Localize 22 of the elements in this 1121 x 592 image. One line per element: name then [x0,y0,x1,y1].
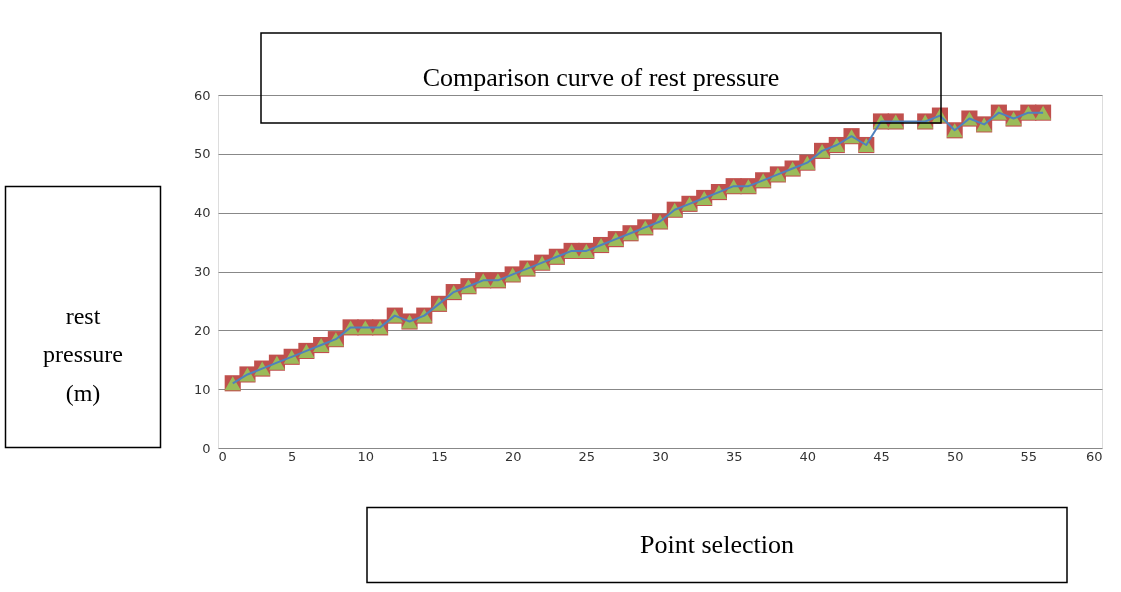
y-tick-label: 20 [193,322,211,338]
x-tick-label: 15 [431,448,448,464]
x-tick-label: 30 [652,448,669,464]
y-tick-label: 10 [193,381,211,397]
x-tick-label: 60 [1085,448,1103,464]
x-tick-label: 0 [218,448,227,464]
x-tick-label: 5 [288,448,297,464]
x-tick-label: 50 [946,448,964,464]
y-tick-label: 50 [193,146,211,162]
y-tick-label: 40 [193,205,211,221]
x-tick-label: 40 [799,448,817,464]
x-tick-label: 45 [873,448,890,464]
y-axis-title: rest pressure (m) [43,303,123,406]
y-tick-label: 30 [193,264,211,279]
x-tick-label: 55 [1020,448,1038,464]
chart-title: Comparison curve of rest pressure [422,63,780,92]
x-tick-label: 20 [504,448,522,464]
y-tick-label: 60 [193,87,211,103]
x-tick-label: 10 [357,448,375,464]
x-tick-label: 35 [725,448,743,464]
x-axis-title: Point selection [640,530,794,559]
x-tick-label: 25 [578,448,596,464]
